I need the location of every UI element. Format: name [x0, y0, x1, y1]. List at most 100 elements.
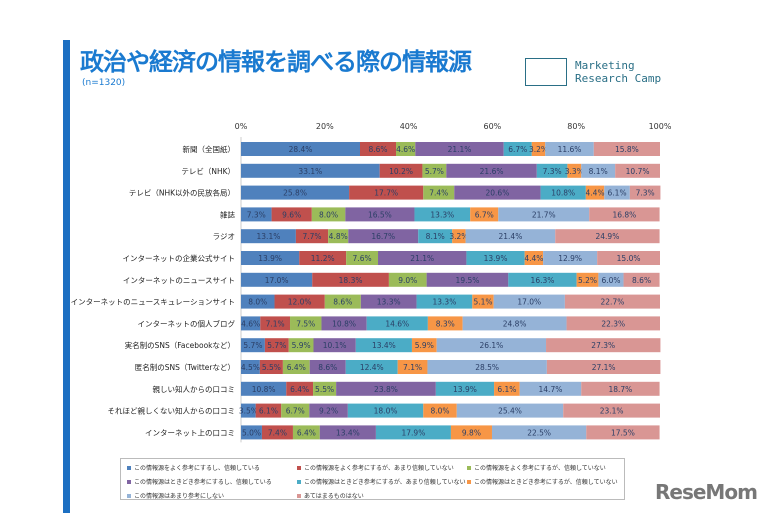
legend-item: この情報源をよく参考にするが、あまり信頼していない — [297, 463, 467, 472]
category-label: インターネットのニュースサイト — [123, 276, 235, 285]
bar-segment — [309, 403, 348, 418]
bar-segment — [313, 381, 337, 396]
bar-segment — [531, 142, 546, 156]
bar-segment — [422, 163, 447, 178]
legend-label: この情報源はときどき参考にするが、あまり信頼していない — [304, 479, 466, 486]
bar-segment — [615, 163, 660, 178]
bar-segment — [411, 338, 437, 353]
data-label: 17.5% — [611, 428, 635, 437]
bar-segment — [524, 251, 544, 265]
data-label: 5.5% — [262, 363, 281, 372]
data-label: 21.1% — [410, 254, 434, 263]
data-label: 5.2% — [578, 276, 597, 285]
data-label: 26.1% — [479, 341, 503, 350]
bar-segment — [470, 207, 499, 222]
bar-segment — [241, 425, 262, 440]
data-label: 21.6% — [480, 167, 504, 176]
data-label: 4.6% — [396, 145, 415, 154]
category-label: 雑誌 — [220, 209, 235, 219]
data-label: 8.1% — [426, 232, 445, 241]
bar-segment — [348, 229, 419, 244]
data-label: 7.1% — [403, 363, 422, 372]
bar-segment — [241, 251, 300, 265]
category-label: 匿名制のSNS（Twitterなど） — [135, 362, 235, 372]
data-label: 7.4% — [429, 189, 448, 198]
data-label: 7.3% — [636, 189, 655, 198]
data-label: 21.1% — [448, 145, 472, 154]
legend-label: この情報源をよく参考にするが、あまり信頼していない — [304, 465, 454, 472]
data-label: 13.9% — [258, 254, 282, 263]
bar-segment — [462, 316, 567, 331]
bar-segment — [313, 338, 356, 353]
bar-segment — [508, 272, 577, 287]
data-label: 28.5% — [475, 363, 499, 372]
bar-segment — [465, 229, 556, 244]
bar-segment — [597, 251, 660, 265]
bar-segment — [416, 294, 473, 309]
bar-segment — [426, 272, 509, 287]
bar-segment — [349, 185, 424, 200]
logo-mark-icon — [525, 58, 567, 86]
data-label: 5.7% — [425, 167, 444, 176]
data-label: 5.9% — [415, 341, 434, 350]
category-label: インターネット上の口コミ — [145, 428, 235, 437]
data-label: 21.7% — [532, 210, 556, 219]
bar-segment — [281, 403, 310, 418]
bar-segment — [241, 338, 265, 353]
bar-segment — [241, 229, 296, 244]
data-label: 11.2% — [311, 254, 335, 263]
data-label: 6.4% — [297, 428, 316, 437]
data-label: 5.0% — [242, 428, 261, 437]
data-label: 22.3% — [601, 319, 625, 328]
marketing-research-camp-logo: Marketing Research Camp — [525, 58, 661, 86]
bar-segment — [564, 294, 660, 309]
data-label: 6.0% — [601, 276, 620, 285]
legend-label: この情報源はときどき参考にするし、信頼している — [134, 479, 272, 486]
category-label: 新聞（全国紙） — [183, 144, 236, 154]
data-label: 6.7% — [286, 407, 305, 416]
bar-segment — [388, 272, 427, 287]
bar-segment — [288, 338, 314, 353]
data-label: 24.9% — [596, 232, 620, 241]
bar-segment — [418, 229, 453, 244]
legend-swatch — [297, 479, 301, 484]
bar-segment — [241, 207, 272, 222]
x-tick-label: 100% — [649, 122, 672, 131]
bar-segment — [536, 163, 568, 178]
chart-title: 政治や経済の情報を調べる際の情報源 — [80, 48, 472, 76]
data-label: 7.1% — [266, 319, 285, 328]
data-label: 15.0% — [617, 254, 641, 263]
category-label: テレビ（NHK） — [181, 167, 235, 176]
bar-segment — [345, 360, 398, 374]
bar-segment — [545, 142, 594, 156]
bar-segment — [427, 360, 547, 374]
data-label: 17.0% — [265, 276, 289, 285]
bar-segment — [360, 294, 417, 309]
data-label: 14.7% — [539, 385, 563, 394]
bar-segment — [450, 425, 492, 440]
legend-swatch — [467, 479, 471, 484]
bar-segment — [241, 142, 360, 156]
data-label: 6.1% — [497, 385, 516, 394]
bar-segment — [581, 163, 616, 178]
x-tick-label: 40% — [400, 122, 418, 131]
bar-segment — [336, 381, 436, 396]
data-label: 33.1% — [298, 167, 322, 176]
category-label: テレビ（NHK以外の民放各局） — [129, 188, 235, 198]
category-label: それほど親しくない知人からの口コミ — [108, 406, 236, 416]
data-label: 7.5% — [296, 319, 315, 328]
bar-segment — [546, 360, 661, 374]
data-label: 8.6% — [318, 363, 337, 372]
data-label: 5.7% — [243, 341, 262, 350]
data-label: 7.6% — [353, 254, 372, 263]
data-label: 19.5% — [456, 276, 480, 285]
data-label: 7.7% — [302, 232, 321, 241]
bar-segment — [540, 185, 586, 200]
data-label: 10.8% — [252, 385, 276, 394]
data-label: 6.1% — [608, 189, 627, 198]
data-label: 8.3% — [436, 319, 455, 328]
bar-segment — [491, 425, 587, 440]
bar-segment — [324, 294, 361, 309]
data-label: 18.0% — [374, 407, 398, 416]
